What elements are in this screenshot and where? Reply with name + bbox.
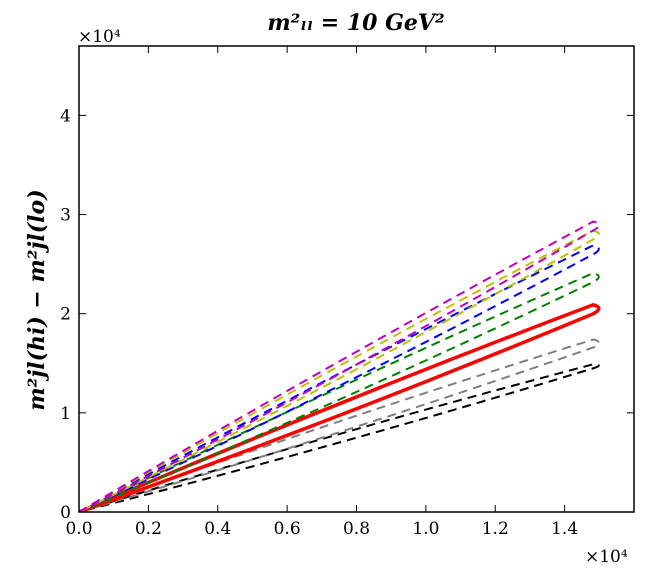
x-tick-label: 0.2 <box>135 519 162 539</box>
series-grey <box>79 338 600 512</box>
x-tick-label: 0.8 <box>343 519 370 539</box>
y-tick-label: 4 <box>60 106 71 126</box>
series-magenta <box>79 220 600 512</box>
y-tick-label: 0 <box>60 503 71 523</box>
x-tick-label: 0.4 <box>204 519 231 539</box>
series-red <box>79 302 601 512</box>
series-black <box>79 363 600 512</box>
x-axis-multiplier: ×10⁴ <box>585 547 628 567</box>
y-axis-label: m²jl(hi) − m²jl(lo) <box>24 189 50 410</box>
x-tick-label: 0.0 <box>65 519 92 539</box>
y-tick-label: 1 <box>60 404 71 424</box>
series-blue <box>79 244 600 512</box>
x-tick-label: 1.2 <box>482 519 509 539</box>
x-tick-label: 1.4 <box>551 519 578 539</box>
tick-layer: 0.0 0.2 0.4 0.6 0.8 1.0 1.2 1.4 0 1 2 3 4 <box>60 46 634 539</box>
y-tick-label: 2 <box>60 305 71 325</box>
series-yellow <box>79 229 600 512</box>
plot-frame <box>78 45 635 513</box>
series-green <box>79 272 600 512</box>
series-layer <box>79 220 601 512</box>
x-tick-label: 1.0 <box>412 519 439 539</box>
chart-title: m²ₗₗ = 10 GeV² <box>267 10 444 36</box>
y-axis-multiplier: ×10⁴ <box>78 27 121 47</box>
y-tick-label: 3 <box>60 206 71 226</box>
x-tick-label: 0.6 <box>274 519 301 539</box>
